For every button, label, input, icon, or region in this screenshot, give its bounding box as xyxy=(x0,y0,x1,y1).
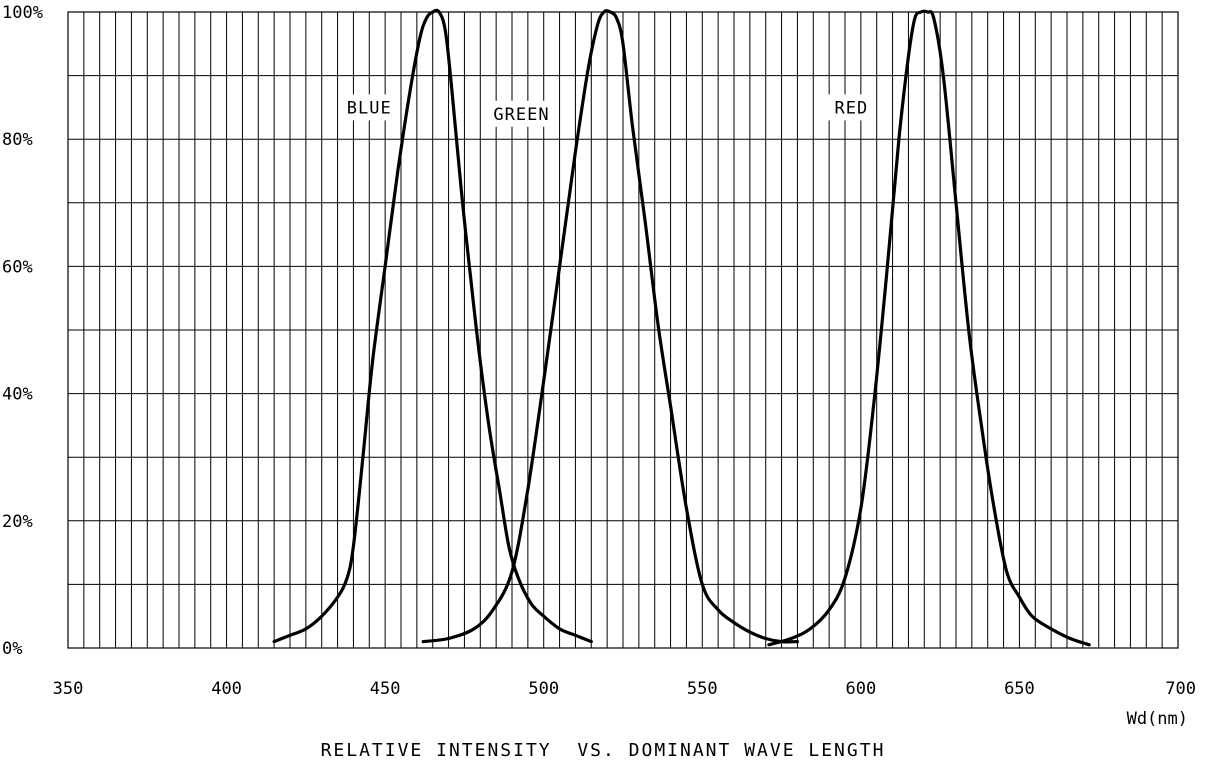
chart-title: RELATIVE INTENSITY VS. DOMINANT WAVE LEN… xyxy=(321,740,886,761)
x-axis-ticks: 350 400 450 500 550 600 650 700 xyxy=(53,679,1196,699)
y-axis-ticks: 0% 20% 40% 60% 80% 100% xyxy=(2,3,43,659)
plot-frame xyxy=(67,11,1179,649)
y-tick-label: 100% xyxy=(2,3,43,23)
x-tick-label: 550 xyxy=(687,679,718,699)
x-tick-label: 650 xyxy=(1004,679,1035,699)
series-labels: BLUE GREEN RED xyxy=(340,94,875,127)
series-group xyxy=(272,8,1091,647)
x-tick-label: 400 xyxy=(211,679,242,699)
y-tick-label: 80% xyxy=(2,130,33,150)
series-label-blue: BLUE xyxy=(347,98,392,118)
x-tick-label: 500 xyxy=(528,679,559,699)
y-tick-label: 60% xyxy=(2,257,33,277)
series-label-bg xyxy=(340,94,399,121)
y-tick-label: 0% xyxy=(2,639,22,659)
y-tick-label: 20% xyxy=(2,512,33,532)
series-label-bg xyxy=(486,100,557,127)
series-line-blue xyxy=(272,8,593,644)
series-label-green: GREEN xyxy=(493,105,549,125)
grid xyxy=(67,11,1179,649)
series-label-bg xyxy=(828,94,875,121)
x-tick-label: 600 xyxy=(845,679,876,699)
x-tick-label: 700 xyxy=(1165,679,1196,699)
x-tick-label: 350 xyxy=(53,679,84,699)
x-axis-label: Wd(nm) xyxy=(1127,709,1188,729)
y-tick-label: 40% xyxy=(2,385,33,405)
series-label-red: RED xyxy=(834,98,868,118)
series-line-green xyxy=(421,9,799,644)
series-line-red xyxy=(767,9,1091,647)
x-tick-label: 450 xyxy=(370,679,401,699)
